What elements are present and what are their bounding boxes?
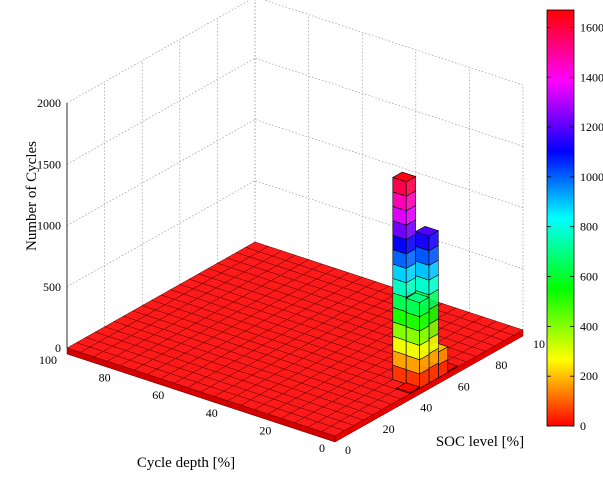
bar: [405, 292, 430, 303]
x-tick-label: 20: [259, 423, 271, 437]
grid-line: [263, 0, 524, 86]
grid-line: [254, 180, 524, 270]
y-tick-label: 80: [495, 358, 507, 372]
x-tick-label: 0: [319, 441, 325, 455]
x-tick-label: 80: [99, 371, 111, 385]
z-axis-label: Number of Cycles: [24, 141, 40, 251]
colorbar-tick-label: 400: [580, 319, 598, 333]
y-axis-label: SOC level [%]: [436, 434, 524, 450]
bars: [392, 171, 458, 395]
grid-line: [254, 119, 524, 208]
z-tick-label: 0: [55, 341, 61, 355]
z-tick-label: 1000: [37, 219, 61, 233]
grid-line: [66, 0, 251, 104]
colorbar-tick-label: 1000: [580, 170, 603, 184]
y-tick-label: 40: [420, 401, 432, 415]
grid-line: [66, 119, 256, 226]
colorbar-gradient: [546, 9, 575, 427]
x-tick-label: 60: [152, 388, 164, 402]
grid-line: [254, 57, 524, 147]
bar: [414, 225, 440, 237]
colorbar-tick-label: 1200: [580, 120, 603, 134]
y-tick-label: 20: [383, 422, 395, 436]
colorbar-tick-label: 800: [580, 220, 598, 234]
grid-line: [66, 180, 256, 288]
colorbar-tick-label: 1400: [580, 70, 603, 84]
floor-surface: [66, 241, 524, 443]
z-tick-label: 500: [43, 280, 61, 294]
z-tick-label: 1500: [37, 157, 61, 171]
floor-edge: [66, 347, 336, 443]
bar: [392, 171, 417, 183]
y-tick-label: 60: [458, 379, 470, 393]
colorbar-tick-label: 1600: [580, 20, 603, 34]
colorbar: 0 200 400 600 800 1000 1200 1400 1600: [546, 9, 603, 433]
y-tick-label: 0: [345, 443, 351, 457]
colorbar-tick-label: 0: [580, 419, 586, 433]
colorbar-tick-label: 600: [580, 270, 598, 284]
bar: [396, 382, 421, 393]
z-tick-label: 2000: [37, 96, 61, 110]
colorbar-tick-label: 200: [580, 369, 598, 383]
y-tick-label: 10: [533, 337, 545, 351]
grid-line: [66, 57, 256, 165]
x-axis-label: Cycle depth [%]: [137, 455, 235, 471]
x-tick-label: 40: [206, 406, 218, 420]
x-tick-label: 100: [39, 353, 57, 367]
